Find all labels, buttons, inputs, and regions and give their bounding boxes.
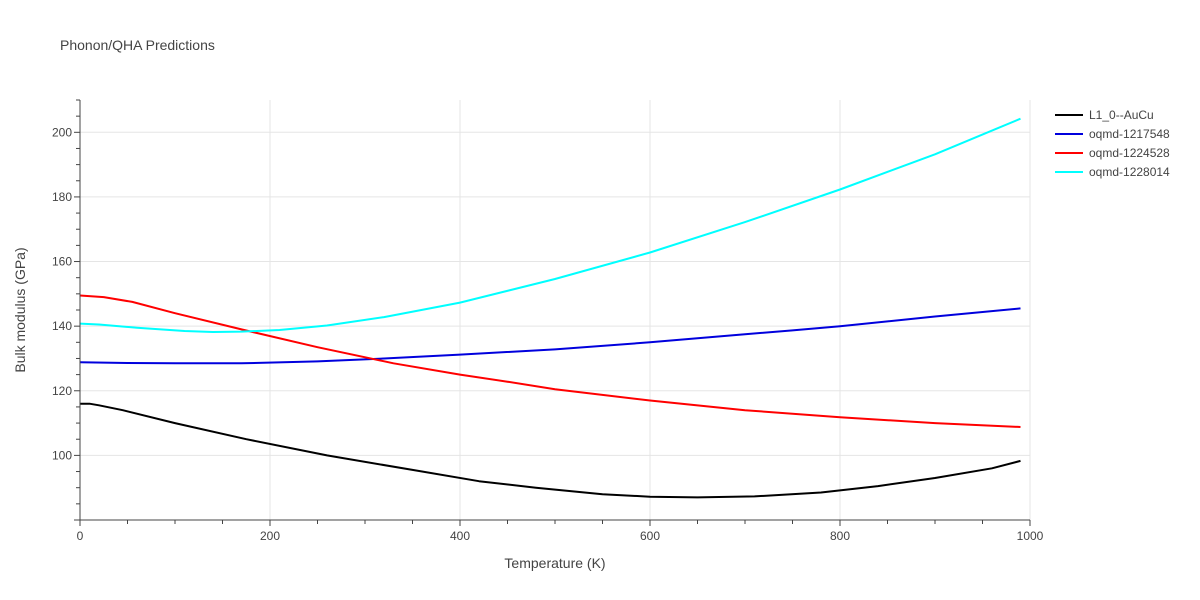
series-line-1 (80, 402, 1021, 499)
legend-label: oqmd-1228014 (1089, 165, 1170, 179)
x-axis-title: Temperature (K) (504, 555, 605, 571)
legend-label: L1_0--AuCu (1089, 108, 1154, 122)
series-line-2 (79, 307, 1021, 365)
y-tick-label: 200 (52, 125, 72, 139)
series-lines (79, 117, 1021, 499)
x-tick-label: 200 (260, 529, 280, 543)
legend-label: oqmd-1217548 (1089, 127, 1170, 141)
series-line-3 (79, 294, 1021, 428)
legend: L1_0--AuCu oqmd-1217548 oqmd-1224528 oqmd-1… (1055, 108, 1170, 179)
grid-lines (80, 100, 1031, 520)
y-tick-label: 160 (52, 255, 72, 269)
axes (74, 99, 1031, 526)
legend-label: oqmd-1224528 (1089, 146, 1170, 160)
y-tick-label: 140 (52, 319, 72, 333)
series-line-4 (79, 117, 1021, 333)
x-tick-label: 1000 (1017, 529, 1044, 543)
y-tick-label: 100 (52, 448, 72, 462)
x-tick-label: 600 (640, 529, 660, 543)
tick-labels: 0 200 400 600 800 1000 100 120 140 160 180 200 (52, 125, 1044, 543)
y-tick-label: 180 (52, 190, 72, 204)
x-tick-label: 800 (830, 529, 850, 543)
chart-title: Phonon/QHA Predictions (60, 37, 215, 53)
y-tick-label: 120 (52, 384, 72, 398)
x-tick-label: 0 (77, 529, 84, 543)
y-axis-title: Bulk modulus (GPa) (12, 247, 28, 372)
x-tick-label: 400 (450, 529, 470, 543)
